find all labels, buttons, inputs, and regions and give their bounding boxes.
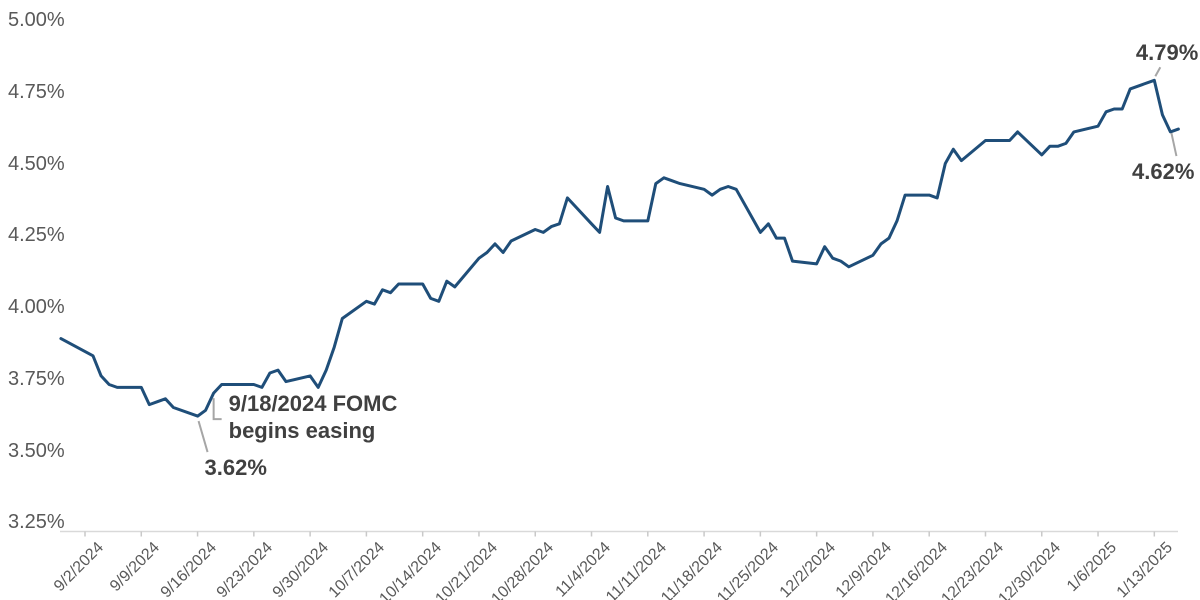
fomc-annotation-line1: 9/18/2024 FOMC — [228, 391, 398, 417]
y-axis-label: 3.50% — [8, 439, 65, 462]
peak-value-label: 4.79% — [1135, 40, 1199, 66]
end-value-label: 4.62% — [1132, 159, 1195, 185]
fomc-annotation: 9/18/2024 FOMC begins easing — [229, 390, 398, 444]
fomc-annotation-line2: begins easing — [228, 418, 376, 444]
y-axis-label: 4.00% — [8, 296, 65, 318]
y-axis-label: 4.50% — [8, 152, 65, 175]
low-value-label: 3.62% — [204, 455, 267, 481]
y-axis-label: 3.25% — [8, 511, 65, 534]
y-axis-label: 5.00% — [8, 9, 65, 31]
y-axis-label: 3.75% — [8, 367, 65, 390]
end-callout-line — [1170, 132, 1178, 157]
y-axis-label: 4.25% — [8, 224, 65, 247]
yield-line — [59, 78, 1180, 418]
peak-callout-line — [1154, 66, 1162, 77]
fomc-callout-line — [212, 398, 222, 421]
y-axis-label: 4.75% — [8, 80, 65, 103]
low-callout-line — [197, 420, 209, 453]
